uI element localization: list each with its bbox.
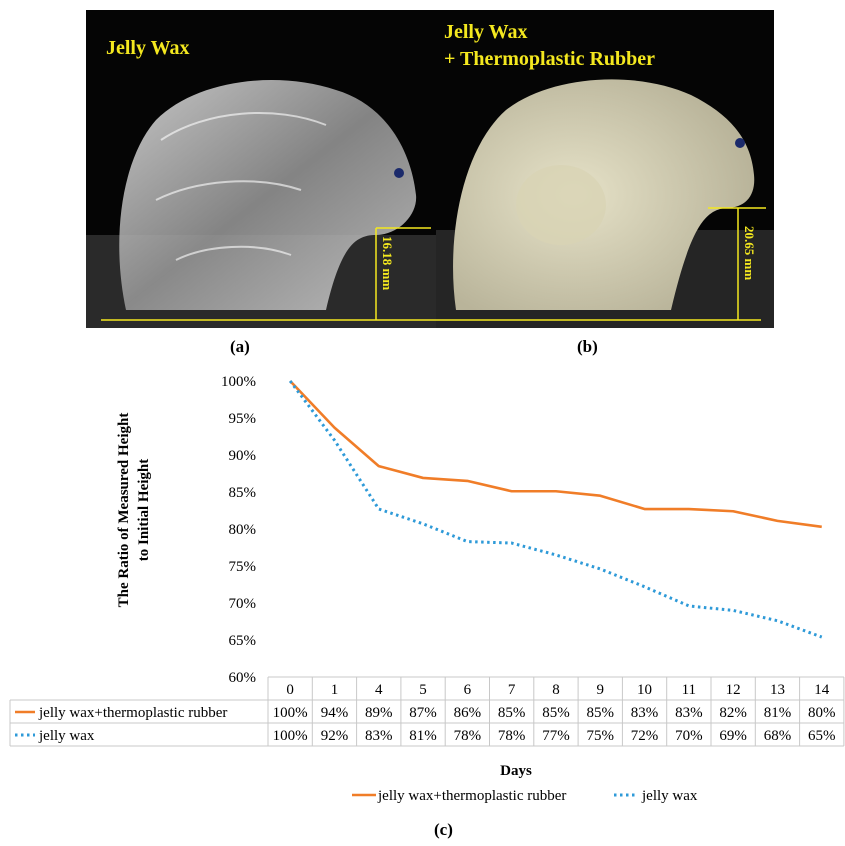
- x-tick-label: 14: [814, 682, 830, 698]
- data-label: 92%: [321, 728, 349, 744]
- x-tick-label: 7: [508, 682, 516, 698]
- data-label: 85%: [542, 705, 570, 721]
- legend-label-rubber: jelly wax+thermoplastic rubber: [377, 788, 566, 804]
- data-label: 83%: [631, 705, 659, 721]
- x-tick-label: 4: [375, 682, 383, 698]
- data-label: 68%: [764, 728, 792, 744]
- x-tick-label: 12: [726, 682, 741, 698]
- data-label: 85%: [498, 705, 526, 721]
- y-tick-label: 65%: [229, 633, 257, 649]
- photo-b-title-line2: + Thermoplastic Rubber: [444, 48, 656, 70]
- data-label: 78%: [454, 728, 482, 744]
- x-axis-title: Days: [500, 763, 532, 779]
- legend-label-wax: jelly wax: [641, 788, 698, 804]
- data-label: 81%: [764, 705, 792, 721]
- table-row-header: jelly wax: [38, 728, 95, 744]
- series-line-rubber: [289, 380, 822, 529]
- y-tick-label: 60%: [229, 670, 257, 686]
- jelly-wax-sample-image: [86, 80, 436, 328]
- data-label: 100%: [273, 705, 308, 721]
- data-label: 86%: [454, 705, 482, 721]
- table-row-header: jelly wax+thermoplastic rubber: [38, 705, 227, 721]
- y-tick-label: 90%: [229, 448, 257, 464]
- x-tick-label: 9: [597, 682, 605, 698]
- data-label: 87%: [409, 705, 437, 721]
- y-tick-label: 95%: [229, 411, 257, 427]
- x-tick-label: 10: [637, 682, 652, 698]
- data-label: 89%: [365, 705, 393, 721]
- data-label: 82%: [719, 705, 747, 721]
- data-label: 85%: [587, 705, 615, 721]
- caption-c: (c): [434, 820, 453, 839]
- data-label: 72%: [631, 728, 659, 744]
- y-tick-label: 70%: [229, 596, 257, 612]
- data-label: 81%: [409, 728, 437, 744]
- x-tick-label: 8: [552, 682, 560, 698]
- photo-jelly-wax: Jelly Wax 16.18 mm: [86, 10, 436, 328]
- photo-jelly-wax-rubber: Jelly Wax + Thermoplastic Rubber 20.65 m…: [436, 10, 774, 328]
- x-tick-label: 1: [331, 682, 339, 698]
- data-label: 83%: [365, 728, 393, 744]
- y-tick-label: 80%: [229, 522, 257, 538]
- y-tick-label: 100%: [221, 374, 256, 390]
- data-label: 69%: [719, 728, 747, 744]
- x-tick-label: 11: [682, 682, 696, 698]
- data-label: 78%: [498, 728, 526, 744]
- x-tick-label: 5: [419, 682, 427, 698]
- series-line-wax: [288, 380, 823, 639]
- y-tick-label: 85%: [229, 485, 257, 501]
- x-tick-label: 6: [464, 682, 472, 698]
- data-label: 80%: [808, 705, 836, 721]
- data-label: 70%: [675, 728, 703, 744]
- caption-b: (b): [577, 337, 598, 356]
- data-label: 75%: [587, 728, 615, 744]
- data-label: 94%: [321, 705, 349, 721]
- data-label: 83%: [675, 705, 703, 721]
- photo-b-title-line1: Jelly Wax: [444, 21, 528, 43]
- data-label: 100%: [273, 728, 308, 744]
- data-label: 77%: [542, 728, 570, 744]
- x-tick-label: 0: [286, 682, 294, 698]
- photo-a-title: Jelly Wax: [106, 37, 190, 59]
- y-axis-title-line1: The Ratio of Measured Height: [116, 413, 132, 608]
- jelly-wax-rubber-sample-image: [436, 79, 774, 328]
- y-tick-label: 75%: [229, 559, 257, 575]
- y-axis-title-line2: to Initial Height: [136, 459, 152, 562]
- caption-a: (a): [230, 337, 250, 356]
- data-label: 65%: [808, 728, 836, 744]
- x-tick-label: 13: [770, 682, 785, 698]
